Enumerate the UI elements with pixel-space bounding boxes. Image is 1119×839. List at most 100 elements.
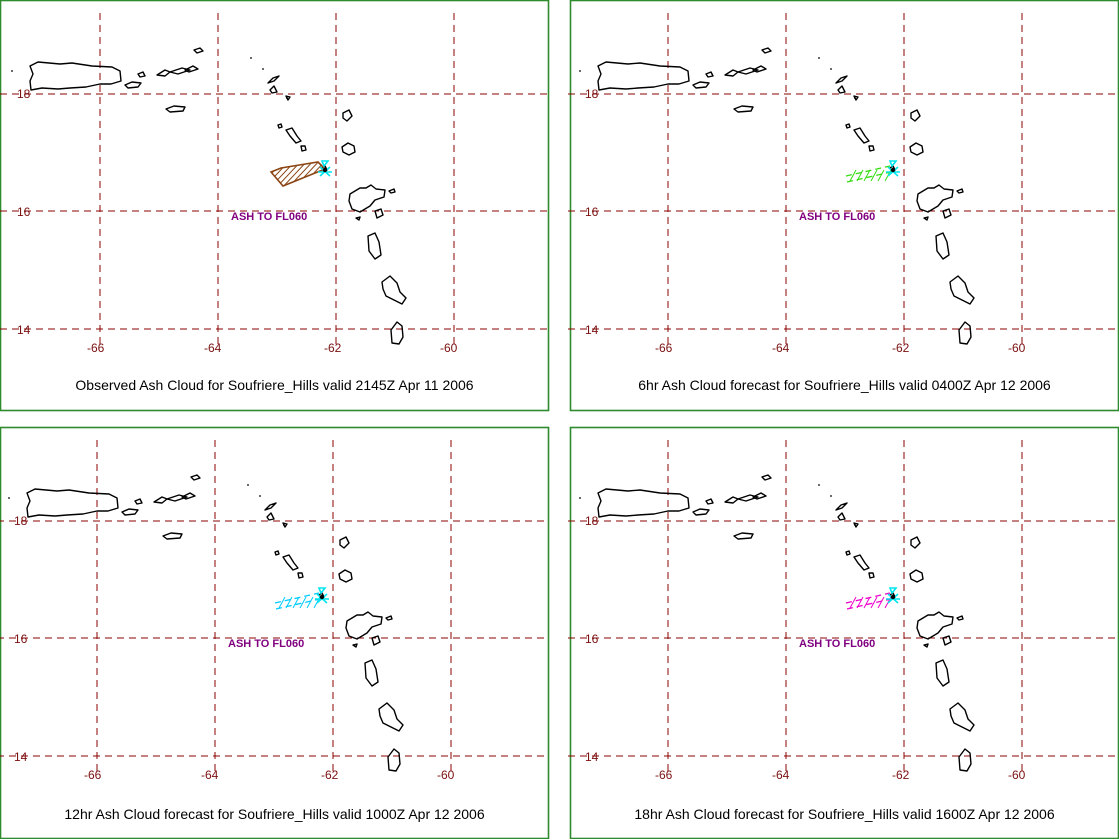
ash-hatch-line	[226, 158, 256, 190]
island-saba	[845, 550, 851, 556]
lat-label: 16	[585, 632, 599, 646]
island-dominica	[364, 659, 379, 687]
graticule	[568, 13, 1117, 345]
volcano-marker	[315, 587, 329, 604]
island-antigua	[909, 142, 924, 156]
island-vieques	[121, 508, 139, 516]
ash-hatch-line	[279, 162, 311, 186]
lon-label: -66	[655, 341, 673, 355]
island-guadeloupe	[916, 611, 954, 640]
lon-label: -66	[84, 768, 102, 782]
lon-label: -60	[440, 341, 458, 355]
lon-label: -64	[204, 341, 222, 355]
graticule	[0, 13, 549, 345]
panel-forecast-18hr: 18 16 14 -66 -64 -62 -60 ASH TO FL060 18hr Ash …	[568, 426, 1119, 839]
island-vieques	[692, 508, 710, 516]
island-st-kitts	[285, 127, 302, 144]
island-anguilla	[835, 502, 848, 511]
ash-band-tick	[849, 596, 857, 609]
island-virgin-islands-a	[153, 496, 168, 504]
panel-forecast-6hr: 18 16 14 -66 -64 -62 -60 ASH TO FL060 6hr Ash C…	[568, 0, 1119, 412]
island-puerto-rico	[29, 61, 122, 91]
island-martinique	[949, 702, 975, 732]
panel-caption: 6hr Ash Cloud forecast for Soufriere_Hil…	[638, 377, 1051, 393]
island-anguilla	[267, 75, 280, 84]
island-virgin-islands-b	[166, 494, 188, 502]
island-st-lucia	[958, 321, 972, 345]
island-anguilla	[835, 75, 848, 84]
island-puerto-rico	[597, 488, 690, 518]
island-marie-galante	[942, 208, 952, 219]
ash-cloud	[274, 592, 321, 610]
island-culebra	[134, 498, 143, 505]
islet	[286, 97, 288, 99]
island-st-croix	[162, 532, 183, 540]
ash-band-tick	[877, 169, 885, 182]
ash-cloud-band	[845, 592, 892, 610]
island-anegada	[761, 47, 772, 54]
lon-label: -60	[1008, 341, 1026, 355]
islet	[283, 524, 285, 526]
island-saba	[274, 550, 280, 556]
ash-band-edge	[274, 592, 321, 610]
island-st-martin	[837, 512, 846, 521]
island-les-saintes	[355, 216, 361, 221]
island-nevis	[868, 572, 875, 579]
island-virgin-islands-c	[752, 492, 767, 500]
island-marie-galante	[942, 635, 952, 646]
ash-hatch-line	[273, 162, 305, 186]
lat-label: 18	[17, 87, 31, 101]
lat-label: 16	[585, 205, 599, 219]
island-st-croix	[165, 105, 186, 113]
ash-band-tick	[870, 169, 878, 182]
island-st-croix	[733, 105, 754, 113]
island-st-lucia	[390, 321, 404, 345]
islet	[854, 97, 856, 99]
ash-hatch-line	[291, 162, 323, 186]
island-antigua	[909, 569, 924, 583]
ash-band-edge	[845, 592, 892, 610]
ash-cloud	[845, 165, 892, 183]
lon-label: -62	[324, 341, 342, 355]
graticule	[568, 440, 1117, 772]
island-les-saintes	[923, 643, 929, 648]
island-anegada	[761, 474, 772, 481]
volcano-marker	[886, 160, 900, 177]
islet	[579, 497, 581, 499]
ash-band-edge	[845, 165, 892, 183]
island-virgin-islands-c	[752, 65, 767, 73]
islet	[818, 484, 820, 486]
islet	[830, 495, 832, 497]
ash-band-tick	[863, 169, 871, 182]
island-les-saintes	[352, 643, 358, 648]
ash-band-tick	[856, 596, 864, 609]
panel-caption: 12hr Ash Cloud forecast for Soufriere_Hi…	[64, 806, 485, 822]
island-dominica	[935, 232, 950, 260]
volcano-marker	[318, 160, 332, 177]
ash-hatch-line	[315, 162, 325, 186]
panel-caption: 18hr Ash Cloud forecast for Soufriere_Hi…	[634, 806, 1055, 822]
graticule	[0, 440, 546, 772]
ash-hatch-line	[232, 158, 262, 190]
island-anguilla	[264, 502, 277, 511]
coastlines	[579, 474, 975, 772]
islet	[8, 497, 10, 499]
island-barbuda	[910, 109, 921, 122]
ash-hatch-line	[238, 158, 268, 190]
lat-label: 18	[585, 87, 599, 101]
ash-hatch-line	[271, 162, 275, 186]
ash-band-tick	[863, 596, 871, 609]
island-guadeloupe	[348, 184, 386, 213]
ash-band-tick	[870, 596, 878, 609]
island-nevis	[297, 572, 304, 579]
island-les-saintes	[923, 216, 929, 221]
ash-level-label: ASH TO FL060	[231, 211, 307, 223]
island-st-martin	[837, 85, 846, 94]
island-st-kitts	[853, 127, 870, 144]
island-dominica	[367, 232, 382, 260]
ash-hatch-line	[271, 162, 281, 186]
lon-label: -62	[892, 341, 910, 355]
panel-border	[0, 0, 550, 412]
island-antigua	[341, 142, 356, 156]
lon-label: -62	[892, 768, 910, 782]
